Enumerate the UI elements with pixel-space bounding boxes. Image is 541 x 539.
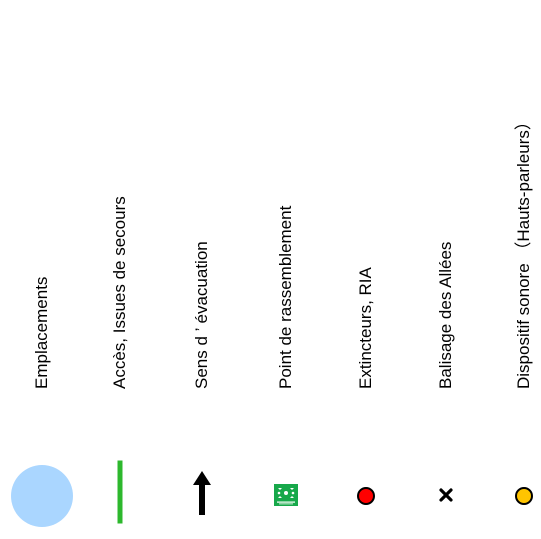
up-arrow-icon bbox=[193, 471, 211, 515]
legend-label-emplacements: Emplacements bbox=[32, 276, 51, 389]
aisle-cross bbox=[439, 488, 453, 502]
legend-item-sens-evacuation: Sens d ’ évacuation bbox=[172, 0, 232, 539]
emplacement-circle bbox=[11, 465, 73, 527]
assembly-point-sign bbox=[274, 484, 298, 506]
assembly-point-icon bbox=[274, 484, 298, 506]
legend-label-point-rassemblement: Point de rassemblement bbox=[276, 205, 295, 389]
legend-label-extincteurs: Extincteurs, RIA bbox=[356, 267, 375, 389]
exit-line bbox=[117, 460, 123, 524]
light-blue-circle-icon bbox=[11, 465, 73, 527]
legend-label-acces: Accès, Issues de secours bbox=[110, 196, 129, 389]
legend-label-sens-evacuation: Sens d ’ évacuation bbox=[192, 241, 211, 389]
evacuation-arrow bbox=[193, 471, 211, 515]
legend-item-dispositif-sonore: Dispositif sonore （Hauts-parleurs） bbox=[494, 0, 541, 539]
legend-item-balisage: Balisage des Allées bbox=[416, 0, 476, 539]
legend-item-acces: Accès, Issues de secours bbox=[90, 0, 150, 539]
legend-item-extincteurs: Extincteurs, RIA bbox=[336, 0, 396, 539]
green-line-icon bbox=[117, 460, 123, 524]
extinguisher-dot bbox=[357, 487, 375, 505]
legend-item-emplacements: Emplacements bbox=[11, 0, 73, 539]
legend-label-balisage: Balisage des Allées bbox=[436, 241, 455, 389]
red-dot-icon bbox=[357, 487, 375, 505]
cross-icon bbox=[439, 488, 453, 502]
legend-label-dispositif-sonore: Dispositif sonore （Hauts-parleurs） bbox=[514, 113, 533, 389]
legend-item-point-rassemblement: Point de rassemblement bbox=[256, 0, 316, 539]
speaker-dot bbox=[515, 487, 533, 505]
yellow-dot-icon bbox=[515, 487, 533, 505]
